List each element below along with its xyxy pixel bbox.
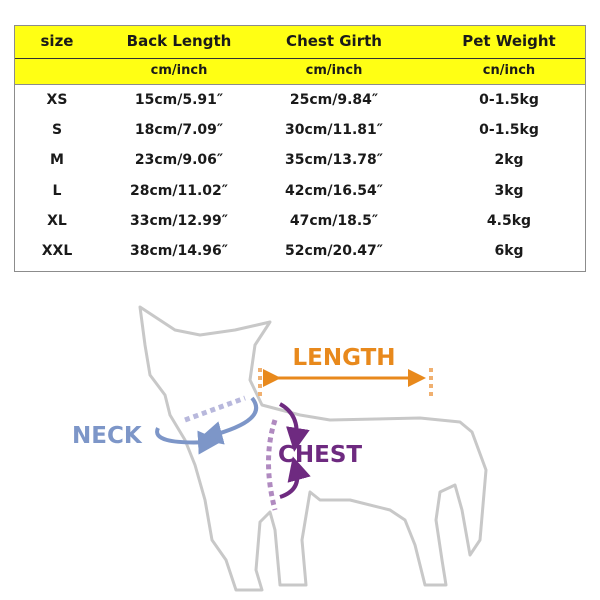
length-label: LENGTH (292, 345, 395, 371)
cell-back-length: 38cm/14.96″ (129, 243, 229, 259)
cell-back-length: 18cm/7.09″ (134, 122, 224, 139)
cell-size: S (51, 122, 63, 139)
unit-chest-girth: cm/inch (305, 63, 363, 78)
cell-pet-weight: 6kg (494, 243, 524, 259)
table-row: XS 15cm/5.91″ 25cm/9.84″ 0-1.5kg (15, 86, 585, 116)
cell-chest-girth: 42cm/16.54″ (284, 182, 384, 199)
header-back-length: Back Length (126, 32, 232, 50)
header-size: size (40, 32, 74, 50)
unit-pet-weight: cn/inch (482, 63, 536, 78)
cell-size: M (50, 152, 64, 169)
cell-pet-weight: 0-1.5kg (479, 92, 539, 108)
cell-size: XS (46, 92, 68, 108)
neck-dashed-line (184, 395, 246, 423)
dog-outline (138, 305, 488, 592)
table-row: L 28cm/11.02″ 42cm/16.54″ 3kg (15, 177, 585, 207)
neck-arrow-upper (198, 396, 259, 445)
cell-size: XXL (41, 243, 73, 259)
chest-arrow-upper (278, 402, 310, 452)
cell-size: XL (47, 212, 67, 229)
cell-chest-girth: 35cm/13.78″ (284, 152, 384, 169)
header-row: size Back Length Chest Girth Pet Weight (15, 26, 585, 59)
cell-pet-weight: 0-1.5kg (479, 122, 539, 139)
table-row: S 18cm/7.09″ 30cm/11.81″ 0-1.5kg (15, 116, 585, 146)
cell-pet-weight: 2kg (494, 152, 524, 169)
table-row: M 23cm/9.06″ 35cm/13.78″ 2kg (15, 146, 585, 176)
cell-back-length: 15cm/5.91″ (134, 92, 224, 108)
cell-back-length: 33cm/12.99″ (129, 212, 229, 229)
units-row: cm/inch cm/inch cn/inch (15, 59, 585, 85)
cell-size: L (52, 182, 62, 199)
cell-chest-girth: 47cm/18.5″ (289, 212, 379, 229)
neck-label: NECK (72, 423, 143, 449)
neck-arrow-lower (155, 427, 222, 455)
cell-chest-girth: 30cm/11.81″ (284, 122, 384, 139)
cell-back-length: 23cm/9.06″ (134, 152, 224, 169)
chest-dashed-line (266, 419, 278, 511)
cell-pet-weight: 4.5kg (486, 212, 532, 229)
cell-chest-girth: 52cm/20.47″ (284, 243, 384, 259)
header-pet-weight: Pet Weight (462, 32, 556, 50)
cell-back-length: 28cm/11.02″ (129, 182, 229, 199)
size-chart-table: size Back Length Chest Girth Pet Weight … (14, 25, 586, 272)
chest-label: CHEST (278, 442, 362, 468)
table-row: XXL 38cm/14.96″ 52cm/20.47″ 6kg (15, 237, 585, 267)
unit-back-length: cm/inch (150, 63, 208, 78)
cell-chest-girth: 25cm/9.84″ (289, 92, 379, 108)
chest-arrow-lower (279, 456, 311, 499)
cell-pet-weight: 3kg (494, 182, 524, 199)
header-chest-girth: Chest Girth (286, 32, 382, 50)
table-row: XL 33cm/12.99″ 47cm/18.5″ 4.5kg (15, 207, 585, 237)
